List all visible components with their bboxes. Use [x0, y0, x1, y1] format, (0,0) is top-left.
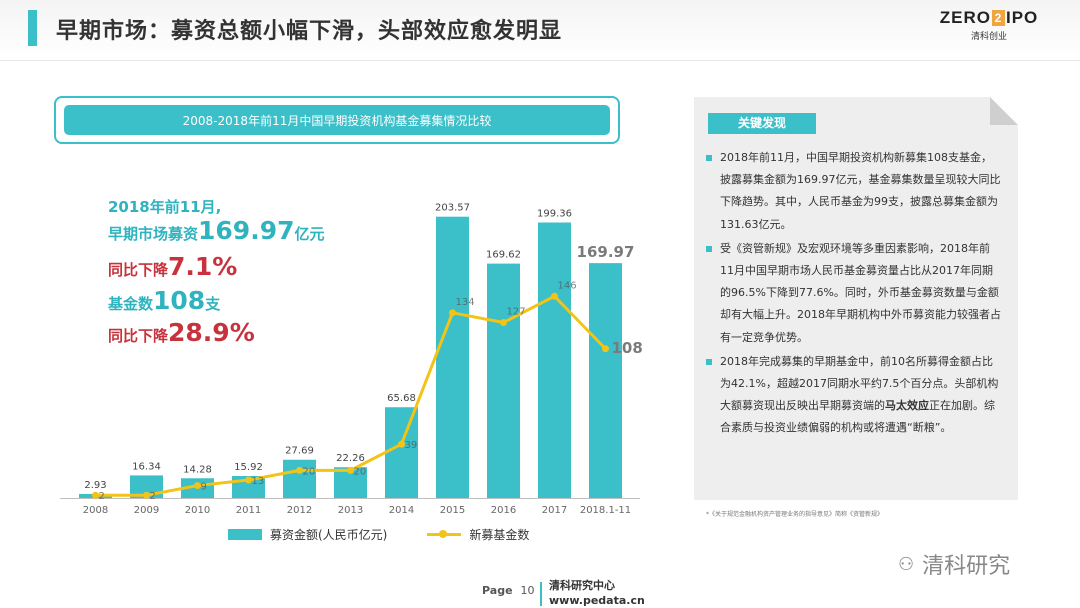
bar [589, 263, 622, 498]
line-value-label: 39 [405, 440, 418, 451]
callout-count-decline: 同比下降28.9% [108, 318, 255, 347]
x-tick-label: 2010 [185, 505, 210, 516]
line-value-label: 127 [507, 307, 526, 318]
x-tick-label: 2011 [236, 505, 261, 516]
wechat-icon: ⚇ [898, 553, 915, 575]
x-tick-label: 2014 [389, 505, 414, 516]
bar-value-label: 203.57 [435, 203, 470, 214]
footer-divider [540, 582, 542, 606]
x-tick-label: 2013 [338, 505, 363, 516]
line-point [398, 440, 405, 448]
line-value-label: 9 [201, 482, 207, 493]
x-tick-label: 2009 [134, 505, 159, 516]
x-tick-label: 2016 [491, 505, 516, 516]
bar-value-label: 14.28 [183, 464, 212, 475]
line-point [449, 309, 456, 317]
key-findings-panel: 关键发现 2018年前11月，中国早期投资机构新募集108支基金，披露募集金额为… [694, 97, 1018, 500]
findings-list: 2018年前11月，中国早期投资机构新募集108支基金，披露募集金额为169.9… [706, 147, 1002, 442]
line-point [602, 345, 609, 353]
footer-center-name: 清科研究中心 [549, 579, 615, 592]
x-tick-label: 2008 [83, 505, 108, 516]
line-point [500, 319, 507, 327]
callout-amount-decline: 同比下降7.1% [108, 252, 238, 281]
line-point [194, 482, 201, 490]
legend-line-swatch [427, 528, 462, 540]
finding-item: 2018年前11月，中国早期投资机构新募集108支基金，披露募集金额为169.9… [706, 147, 1002, 236]
bar [436, 216, 469, 498]
chart-title-frame: 2008-2018年前11月中国早期投资机构基金募集情况比较 [54, 96, 620, 144]
line-value-label: 2 [99, 491, 105, 502]
fundraising-chart: 2.93 2008 16.34 2009 14.28 2010 15.92 2011 27.69… [60, 203, 643, 516]
x-tick-label: 2012 [287, 505, 312, 516]
line-point [92, 491, 99, 499]
footer-branding: 清科研究中心 www.pedata.cn [549, 578, 645, 608]
page-title: 早期市场：募资总额小幅下滑，头部效应愈发明显 [56, 19, 563, 44]
fund-count-line [95, 294, 607, 497]
legend-bar-label: 募资金额(人民币亿元) [270, 527, 388, 542]
legend-bar-swatch [228, 528, 262, 540]
bar-value-label: 199.36 [537, 209, 572, 220]
footer-website: www.pedata.cn [549, 594, 645, 607]
line-value-label: 146 [558, 280, 577, 291]
logo-subtitle: 清科创业 [970, 32, 1007, 42]
bar [538, 222, 571, 498]
chart-legend: 募资金额(人民币亿元) 新募基金数 [228, 524, 529, 544]
legend-line-label: 新募基金数 [469, 527, 530, 542]
callout-fundraising: 早期市场募资169.97亿元 [108, 216, 325, 245]
bar-value-label: 65.68 [387, 393, 416, 404]
line-point [245, 476, 252, 484]
x-tick-label: 2017 [542, 505, 567, 516]
line-value-label: 20 [303, 466, 316, 477]
title-accent-bar [28, 10, 37, 46]
chart-title: 2008-2018年前11月中国早期投资机构基金募集情况比较 [64, 105, 610, 135]
bar-value-label: 2.93 [84, 480, 106, 491]
logo-wordmark: ZERO 2 IPO [939, 8, 1039, 27]
finding-item: 受《资管新规》及宏观环境等多重因素影响，2018年前11月中国早期市场人民币基金… [706, 238, 1002, 349]
line-value-label: 13 [252, 476, 265, 487]
watermark-text: 清科研究 [922, 554, 1011, 579]
bar-value-label: 16.34 [132, 461, 161, 472]
bar-value-label: 22.26 [336, 453, 365, 464]
wechat-watermark: ⚇ 清科研究 [898, 548, 1010, 580]
zero2ipo-logo: ZERO 2 IPO 清科创业 [924, 8, 1054, 52]
line-point [551, 292, 558, 300]
line-point [347, 466, 354, 474]
page-number: Page 10 [482, 584, 535, 597]
bar-value-label: 27.69 [285, 446, 314, 457]
line-point [143, 491, 150, 499]
line-value-label: 2 [150, 491, 156, 502]
bar-value-label: 169.62 [486, 250, 521, 261]
x-tick-label: 2015 [440, 505, 465, 516]
bar [487, 263, 520, 498]
bar [283, 459, 316, 498]
callout-fund-count: 基金数108支 [108, 286, 221, 315]
bar-value-label: 169.97 [577, 243, 635, 261]
line-value-label: 108 [612, 339, 643, 357]
bar [385, 407, 418, 498]
footnote: *《关于规范金融机构资产管理业务的指导意见》简称《资管新规》 [706, 511, 884, 518]
finding-item: 2018年完成募集的早期基金中，前10名所募得金额占比为42.1%，超越2017… [706, 351, 1002, 440]
line-value-label: 134 [456, 297, 475, 308]
line-value-label: 20 [354, 466, 367, 477]
callout-period: 2018年前11月, [108, 198, 222, 216]
x-tick-label: 2018.1-11 [580, 505, 631, 516]
panel-heading: 关键发现 [708, 113, 816, 134]
title-bar: 早期市场：募资总额小幅下滑，头部效应愈发明显 ZERO 2 IPO 清科创业 [0, 0, 1080, 61]
bar-value-label: 15.92 [234, 462, 263, 473]
line-point [296, 466, 303, 474]
panel-folded-corner [990, 97, 1018, 125]
